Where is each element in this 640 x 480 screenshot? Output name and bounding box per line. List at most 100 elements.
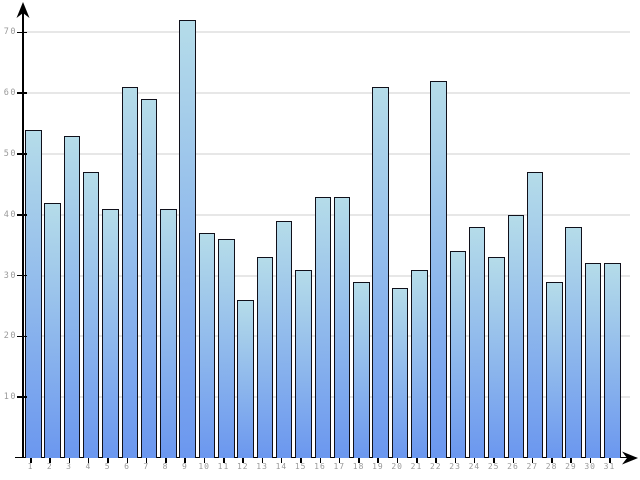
x-axis-tick	[126, 458, 129, 463]
x-axis-tick	[280, 458, 283, 463]
x-axis-tick-label: 27	[526, 462, 539, 471]
bar-day-3	[63, 135, 81, 458]
x-axis-tick-label: 13	[256, 462, 268, 471]
x-axis-tick	[30, 458, 32, 463]
x-axis-tick-label: 23	[449, 462, 461, 471]
x-axis-tick-label: 21	[410, 462, 423, 471]
x-axis-tick-label: 5	[104, 462, 111, 471]
x-axis-tick-label: 8	[162, 462, 169, 471]
bar-day-22	[430, 81, 447, 458]
x-axis-tick-label: 3	[66, 462, 72, 471]
bar-day-10	[198, 233, 216, 458]
bar-day-1	[25, 129, 42, 458]
x-axis-tick	[435, 458, 437, 463]
x-axis-arrow-icon	[622, 451, 638, 464]
x-axis-tick	[165, 458, 167, 463]
y-axis-tick-label: 30	[3, 270, 17, 281]
bar-day-27	[526, 172, 544, 458]
y-axis-tick	[16, 335, 27, 338]
x-axis-tick	[203, 458, 206, 463]
bar-day-5	[102, 208, 119, 458]
x-axis-tick	[589, 458, 592, 463]
x-axis-tick-label: 18	[352, 462, 365, 471]
bar-day-29	[565, 226, 582, 458]
x-axis-tick	[107, 458, 109, 463]
gridline	[24, 31, 630, 34]
x-axis-tick-label: 25	[487, 462, 500, 471]
bar-day-30	[584, 263, 602, 458]
x-axis-tick	[358, 458, 360, 463]
y-axis-tick-label: 60	[3, 88, 17, 99]
gridline	[24, 92, 630, 95]
y-axis-tick	[16, 92, 27, 94]
bar-day-7	[140, 99, 158, 458]
x-axis-tick	[49, 458, 51, 463]
bar-day-24	[468, 226, 486, 458]
bar-day-18	[353, 281, 370, 458]
x-axis-tick-label: 22	[429, 462, 442, 471]
x-axis-tick	[184, 458, 186, 463]
x-axis-tick	[473, 458, 476, 463]
x-axis-tick	[551, 458, 553, 463]
x-axis-tick-label: 6	[124, 462, 130, 471]
bar-day-19	[372, 87, 389, 458]
y-axis-tick-label: 40	[3, 209, 17, 220]
y-axis-tick	[16, 31, 27, 34]
y-axis-tick	[16, 396, 27, 398]
y-axis-tick	[16, 153, 27, 155]
x-axis-tick-label: 1	[27, 462, 34, 471]
x-axis-tick	[300, 458, 302, 463]
x-axis-tick-label: 16	[314, 462, 326, 471]
x-axis-tick-label: 12	[236, 462, 249, 471]
x-axis-tick	[223, 458, 225, 463]
bar-day-2	[44, 202, 61, 458]
x-axis-tick	[531, 458, 534, 463]
x-axis-tick-label: 14	[275, 462, 288, 471]
x-axis-tick-label: 2	[46, 462, 53, 471]
bar-day-23	[449, 251, 467, 458]
y-axis-tick-label: 20	[3, 331, 17, 342]
y-axis-tick	[16, 274, 27, 277]
x-axis-tick-label: 17	[333, 462, 346, 471]
bar-day-8	[160, 208, 177, 458]
x-axis-tick	[454, 458, 457, 463]
bar-day-6	[121, 87, 138, 458]
x-axis-tick-label: 15	[294, 462, 307, 471]
x-axis-tick-label: 10	[198, 462, 210, 471]
x-axis-tick	[396, 458, 399, 463]
x-axis-tick	[68, 458, 71, 463]
x-axis-tick	[145, 458, 148, 463]
x-axis-tick	[87, 458, 90, 463]
x-axis-tick-label: 19	[372, 462, 384, 471]
x-axis-tick-label: 26	[507, 462, 519, 471]
bar-day-20	[391, 287, 409, 458]
y-axis-tick-label: 50	[3, 149, 17, 159]
bar-day-31	[604, 263, 621, 458]
x-axis-tick-label: 28	[545, 462, 558, 471]
bar-day-13	[256, 257, 274, 458]
x-axis-tick-label: 7	[143, 462, 150, 471]
y-axis-tick-label: 70	[3, 27, 17, 38]
x-axis-tick	[242, 458, 244, 463]
x-axis-tick-label: 30	[584, 462, 596, 471]
x-axis-tick-label: 29	[565, 462, 577, 471]
y-axis-tick-label: 10	[3, 392, 17, 403]
bar-day-16	[314, 196, 331, 458]
x-axis-tick-label: 24	[468, 462, 481, 471]
x-axis-tick	[338, 458, 341, 463]
bar-day-26	[507, 214, 524, 458]
x-axis-tick	[609, 458, 611, 463]
y-axis-tick	[16, 214, 27, 216]
x-axis-tick	[319, 458, 322, 463]
bar-day-28	[546, 281, 563, 458]
bar-day-21	[411, 269, 428, 458]
x-axis-tick	[512, 458, 515, 463]
bar-day-14	[275, 220, 293, 458]
x-axis-tick	[493, 458, 495, 463]
x-axis-tick-label: 31	[603, 462, 616, 471]
bar-day-15	[295, 269, 312, 458]
